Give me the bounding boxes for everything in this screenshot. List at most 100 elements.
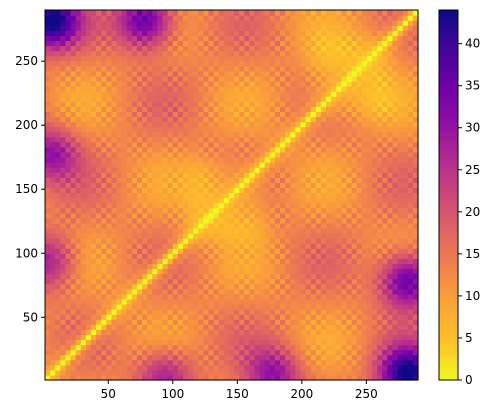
- heatmap-cell: [65, 187, 72, 194]
- heatmap-cell: [269, 111, 276, 118]
- heatmap-cell: [228, 80, 235, 87]
- heatmap-cell: [341, 96, 348, 102]
- heatmap-cell: [387, 40, 394, 47]
- heatmap-cell: [182, 25, 189, 31]
- heatmap-cell: [167, 288, 174, 295]
- heatmap-cell: [96, 339, 102, 346]
- heatmap-cell: [101, 253, 107, 259]
- heatmap-cell: [106, 10, 113, 16]
- heatmap-cell: [326, 167, 332, 173]
- heatmap-cell: [351, 65, 358, 72]
- heatmap-cell: [351, 35, 358, 42]
- heatmap-cell: [90, 15, 97, 21]
- heatmap-cell: [152, 30, 159, 36]
- heatmap-cell: [320, 10, 327, 16]
- heatmap-cell: [331, 146, 337, 153]
- heatmap-cell: [218, 182, 225, 188]
- heatmap-cell: [223, 25, 230, 31]
- heatmap-cell: [50, 374, 56, 381]
- heatmap-cell: [80, 253, 87, 259]
- heatmap-cell: [254, 263, 261, 270]
- heatmap-cell: [356, 45, 363, 52]
- heatmap-cell: [213, 40, 220, 47]
- heatmap-cell: [65, 314, 72, 320]
- heatmap-cell: [259, 75, 266, 82]
- heatmap-cell: [264, 172, 271, 178]
- heatmap-cell: [193, 121, 199, 128]
- heatmap-cell: [90, 369, 97, 376]
- heatmap-cell: [116, 359, 123, 366]
- heatmap-cell: [228, 288, 235, 295]
- heatmap-cell: [126, 374, 133, 381]
- heatmap-cell: [280, 202, 286, 209]
- heatmap-cell: [244, 10, 250, 16]
- heatmap-cell: [366, 40, 373, 47]
- heatmap-cell: [336, 334, 342, 341]
- heatmap-cell: [331, 374, 337, 381]
- heatmap-cell: [249, 217, 256, 224]
- heatmap-cell: [152, 162, 159, 168]
- heatmap-cell: [147, 35, 153, 42]
- heatmap-cell: [75, 364, 82, 371]
- heatmap-cell: [177, 273, 184, 280]
- heatmap-cell: [65, 182, 72, 188]
- heatmap-cell: [285, 263, 291, 270]
- heatmap-cell: [387, 70, 394, 77]
- heatmap-cell: [106, 344, 113, 351]
- heatmap-cell: [331, 329, 337, 335]
- heatmap-cell: [75, 329, 82, 335]
- heatmap-cell: [193, 197, 199, 204]
- heatmap-cell: [50, 116, 56, 123]
- heatmap-cell: [152, 293, 159, 300]
- heatmap-cell: [45, 111, 51, 118]
- heatmap-cell: [106, 339, 113, 346]
- heatmap-cell: [142, 65, 148, 72]
- heatmap-cell: [75, 324, 82, 330]
- heatmap-cell: [208, 298, 215, 305]
- heatmap-cell: [315, 121, 322, 128]
- heatmap-cell: [131, 192, 138, 199]
- heatmap-cell: [326, 172, 332, 178]
- heatmap-cell: [152, 111, 159, 118]
- heatmap-cell: [361, 10, 368, 16]
- heatmap-cell: [172, 238, 179, 244]
- heatmap-cell: [45, 217, 51, 224]
- heatmap-cell: [341, 233, 348, 239]
- heatmap-cell: [203, 349, 210, 356]
- heatmap-cell: [377, 126, 383, 133]
- heatmap-cell: [228, 273, 235, 280]
- heatmap-cell: [80, 116, 87, 123]
- heatmap-cell: [239, 146, 245, 153]
- heatmap-cell: [280, 283, 286, 290]
- heatmap-cell: [305, 233, 312, 239]
- heatmap-cell: [382, 146, 388, 153]
- heatmap-cell: [377, 86, 383, 92]
- heatmap-cell: [228, 329, 235, 335]
- heatmap-cell: [300, 319, 307, 325]
- heatmap-cell: [55, 329, 61, 335]
- heatmap-cell: [274, 50, 281, 57]
- heatmap-cell: [326, 207, 332, 214]
- heatmap-cell: [341, 111, 348, 118]
- heatmap-cell: [361, 20, 368, 26]
- heatmap-cell: [126, 309, 133, 315]
- heatmap-cell: [366, 96, 373, 102]
- heatmap-cell: [366, 197, 373, 204]
- heatmap-cell: [305, 253, 312, 259]
- heatmap-cell: [356, 101, 363, 107]
- heatmap-cell: [234, 182, 240, 188]
- heatmap-cell: [55, 293, 61, 300]
- heatmap-cell: [65, 136, 72, 143]
- heatmap-cell: [80, 233, 87, 239]
- heatmap-cell: [331, 303, 337, 310]
- heatmap-cell: [70, 192, 77, 199]
- heatmap-cell: [372, 167, 378, 173]
- heatmap-cell: [346, 359, 353, 366]
- heatmap-cell: [310, 202, 317, 209]
- heatmap-cell: [162, 283, 169, 290]
- heatmap-cell: [382, 50, 388, 57]
- heatmap-cell: [111, 70, 118, 77]
- heatmap-cell: [147, 268, 153, 275]
- heatmap-cell: [208, 96, 215, 102]
- heatmap-cell: [75, 303, 82, 310]
